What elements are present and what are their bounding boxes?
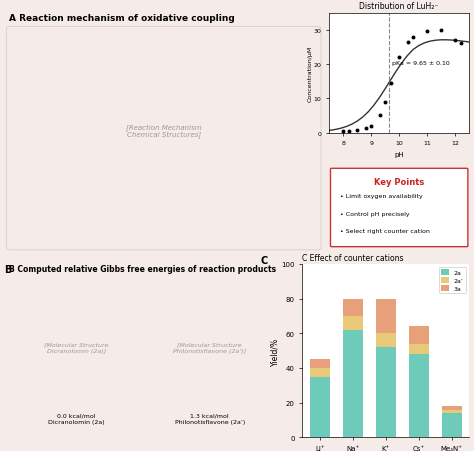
Bar: [442, 413, 462, 437]
Bar: [376, 334, 396, 347]
FancyBboxPatch shape: [330, 169, 468, 247]
Y-axis label: Concentration/μM: Concentration/μM: [307, 45, 312, 101]
Bar: [409, 327, 428, 344]
Point: [410, 34, 417, 41]
Text: A Reaction mechanism of oxidative coupling: A Reaction mechanism of oxidative coupli…: [9, 14, 235, 23]
Text: B: B: [4, 264, 11, 274]
Title: Distribution of LuH₂⁻: Distribution of LuH₂⁻: [359, 2, 439, 11]
Text: pKa = 9.65 ± 0.10: pKa = 9.65 ± 0.10: [392, 61, 449, 66]
Text: • Select right counter cation: • Select right counter cation: [340, 229, 430, 234]
Text: B Computed relative Gibbs free energies of reaction products: B Computed relative Gibbs free energies …: [9, 264, 277, 273]
Text: [Molecular Structure
Philonotisflavone (2a’)]: [Molecular Structure Philonotisflavone (…: [173, 342, 246, 353]
Point: [382, 99, 389, 106]
Bar: [376, 347, 396, 437]
Text: Key Points: Key Points: [374, 178, 424, 187]
Bar: [343, 299, 363, 316]
Bar: [409, 344, 428, 354]
Text: C Effect of counter cations: C Effect of counter cations: [302, 253, 404, 262]
Text: [Molecular Structure
Dicranolomin (2a)]: [Molecular Structure Dicranolomin (2a)]: [44, 342, 109, 353]
Point: [451, 37, 459, 45]
Point: [362, 125, 369, 133]
Point: [339, 128, 347, 135]
Bar: [343, 330, 363, 437]
Text: • Control pH precisely: • Control pH precisely: [340, 211, 410, 216]
Bar: [310, 359, 330, 368]
Bar: [442, 406, 462, 410]
Point: [376, 112, 383, 120]
Text: C: C: [261, 256, 268, 266]
Text: 0.0 kcal/mol
Dicranolomin (2a): 0.0 kcal/mol Dicranolomin (2a): [48, 413, 105, 423]
Point: [387, 80, 394, 87]
Point: [367, 123, 375, 130]
Bar: [409, 354, 428, 437]
Text: [Reaction Mechanism
Chemical Structures]: [Reaction Mechanism Chemical Structures]: [126, 124, 201, 138]
Point: [395, 55, 403, 62]
Point: [404, 39, 411, 46]
Point: [457, 41, 465, 48]
FancyBboxPatch shape: [6, 28, 321, 250]
Bar: [376, 299, 396, 334]
Legend: 2a, 2a’, 3a: 2a, 2a’, 3a: [439, 267, 466, 294]
Text: • Limit oxygen availability: • Limit oxygen availability: [340, 193, 423, 198]
Point: [345, 128, 353, 135]
Point: [423, 29, 431, 36]
Point: [353, 127, 361, 134]
Bar: [343, 316, 363, 330]
Bar: [442, 410, 462, 413]
X-axis label: pH: pH: [394, 152, 404, 157]
Text: 1.3 kcal/mol
Philonotisflavone (2a’): 1.3 kcal/mol Philonotisflavone (2a’): [174, 413, 245, 423]
Bar: [310, 368, 330, 377]
Bar: [310, 377, 330, 437]
Y-axis label: Yield/%: Yield/%: [271, 337, 280, 365]
Point: [438, 27, 445, 34]
